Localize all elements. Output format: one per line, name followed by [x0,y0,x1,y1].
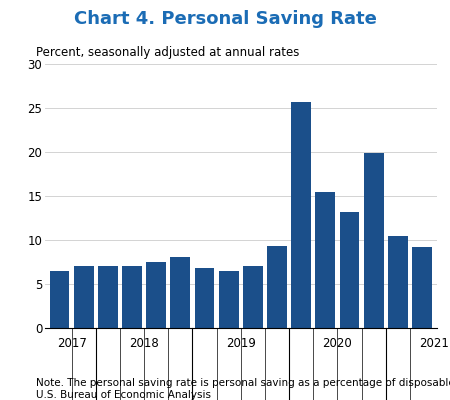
Bar [146,262,166,328]
Text: 2017: 2017 [57,337,86,350]
Bar [412,247,432,328]
Text: Note. The personal saving rate is personal saving as a percentage of disposable : Note. The personal saving rate is person… [36,378,450,400]
Bar [388,236,408,328]
Text: 2018: 2018 [129,337,159,350]
Bar [74,266,94,328]
Bar [50,271,69,328]
Text: Chart 4. Personal Saving Rate: Chart 4. Personal Saving Rate [73,10,377,28]
Bar [194,268,214,328]
Text: 2019: 2019 [226,337,256,350]
Bar [315,192,335,328]
Bar [243,266,263,328]
Text: 2020: 2020 [323,337,352,350]
Bar [340,212,360,328]
Bar [122,266,142,328]
Bar [219,271,238,328]
Text: Percent, seasonally adjusted at annual rates: Percent, seasonally adjusted at annual r… [36,46,299,59]
Bar [171,257,190,328]
Bar [364,153,383,328]
Bar [267,246,287,328]
Bar [291,102,311,328]
Bar [98,266,118,328]
Text: 2021: 2021 [419,337,449,350]
